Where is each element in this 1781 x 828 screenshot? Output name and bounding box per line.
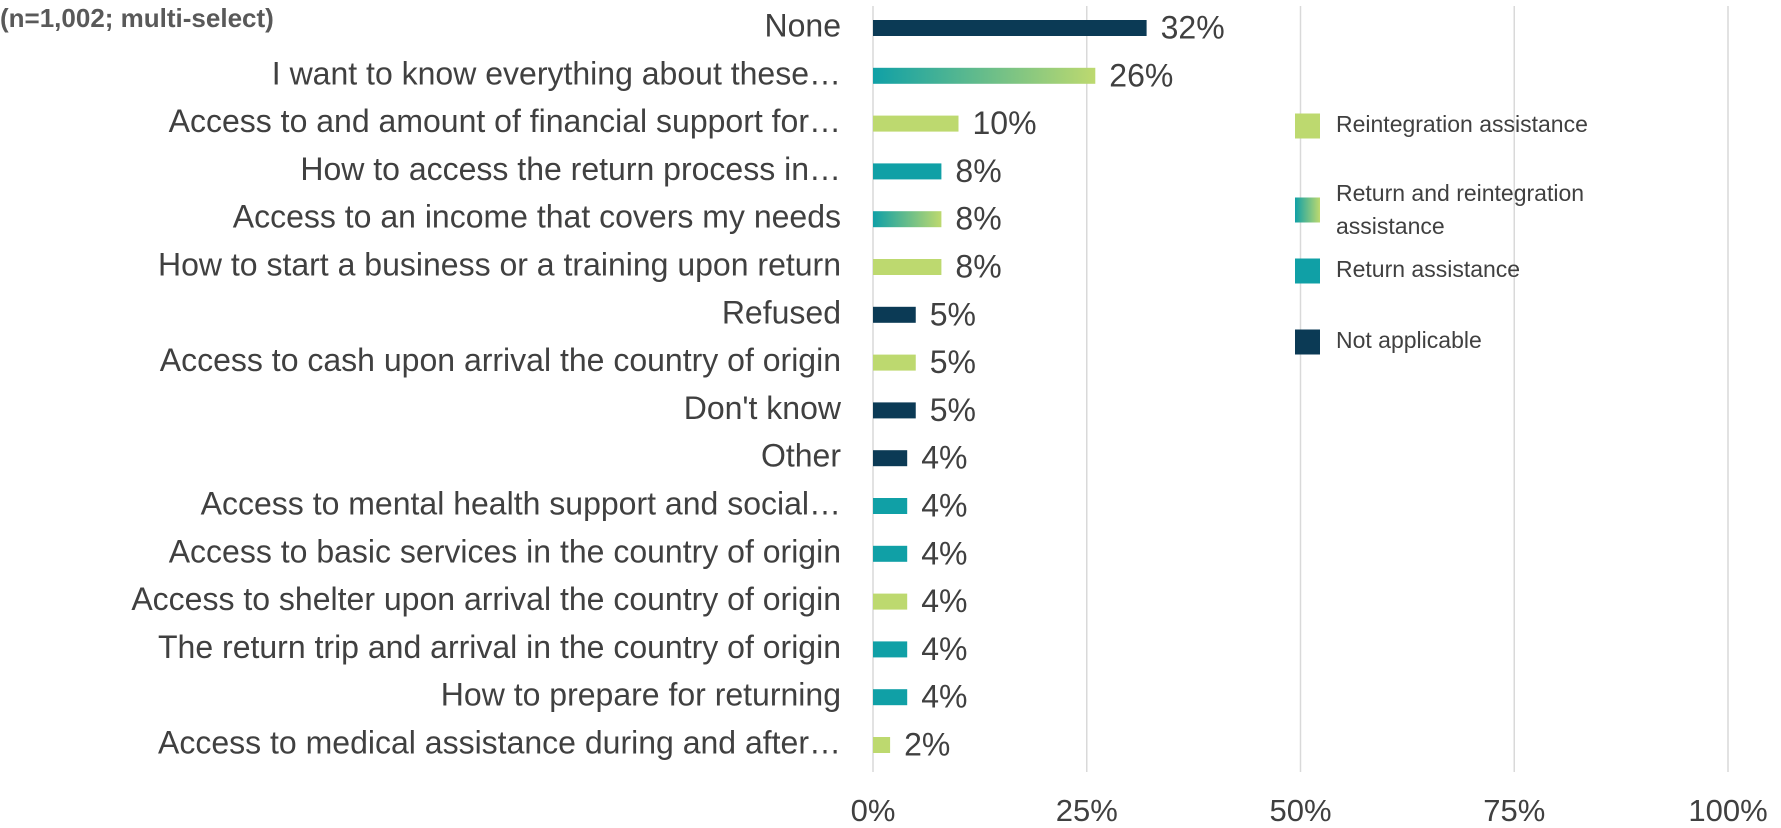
category-label: Other (761, 438, 841, 474)
category-label: Access to and amount of financial suppor… (169, 103, 841, 139)
x-tick-label: 50% (1269, 793, 1331, 828)
category-label: Access to basic services in the country … (169, 533, 841, 569)
bar (873, 306, 916, 323)
category-label: Refused (722, 294, 841, 330)
bar (873, 545, 908, 562)
bar (873, 211, 942, 228)
x-tick-label: 25% (1056, 793, 1118, 828)
bar (873, 259, 942, 275)
bar (873, 67, 1096, 84)
value-label: 8% (955, 248, 1001, 284)
bar (873, 593, 908, 610)
bar (873, 689, 908, 706)
bar (873, 641, 908, 658)
category-label: None (765, 7, 842, 43)
category-label: Access to mental health support and soci… (201, 485, 841, 521)
bar (873, 498, 908, 514)
category-label: Access to cash upon arrival the country … (160, 342, 841, 378)
category-label: Access to medical assistance during and … (158, 724, 841, 760)
value-label: 5% (930, 296, 976, 332)
legend-label: Not applicable (1336, 327, 1482, 353)
value-label: 5% (930, 392, 976, 428)
value-label: 2% (904, 726, 950, 762)
value-label: 4% (921, 583, 967, 619)
bar (873, 402, 916, 419)
value-label: 4% (921, 535, 967, 571)
subtitle: (n=1,002; multi-select) (0, 3, 274, 33)
value-label: 5% (930, 344, 976, 380)
category-label: How to prepare for returning (441, 677, 841, 713)
legend-swatch (1295, 197, 1320, 223)
bar (873, 354, 916, 371)
legend-swatch (1295, 329, 1320, 355)
bar (873, 737, 891, 753)
value-label: 8% (955, 201, 1001, 237)
bar (873, 115, 959, 132)
category-label: Don't know (684, 390, 842, 426)
category-label: How to access the return process in… (300, 151, 841, 187)
x-tick-label: 100% (1688, 793, 1767, 828)
category-label: Access to an income that covers my needs (233, 199, 841, 235)
value-label: 4% (921, 487, 967, 523)
value-label: 10% (973, 105, 1037, 141)
bar (873, 20, 1147, 36)
legend-swatch (1295, 258, 1320, 284)
bar (873, 163, 942, 180)
category-label: The return trip and arrival in the count… (158, 629, 841, 665)
value-label: 4% (921, 440, 967, 476)
legend-swatch (1295, 113, 1320, 139)
value-label: 4% (921, 631, 967, 667)
legend-label: Return and reintegration assistance (1336, 180, 1584, 239)
x-tick-label: 75% (1483, 793, 1545, 828)
value-label: 26% (1109, 57, 1173, 93)
legend-label: Reintegration assistance (1336, 111, 1588, 137)
value-label: 32% (1161, 9, 1225, 45)
x-tick-label: 0% (851, 793, 896, 828)
category-label: I want to know everything about these… (272, 55, 841, 91)
category-label: How to start a business or a training up… (158, 246, 841, 282)
value-label: 4% (921, 679, 967, 715)
value-label: 8% (955, 153, 1001, 189)
legend-label: Return assistance (1336, 256, 1520, 282)
bar (873, 450, 908, 467)
category-label: Access to shelter upon arrival the count… (131, 581, 841, 617)
